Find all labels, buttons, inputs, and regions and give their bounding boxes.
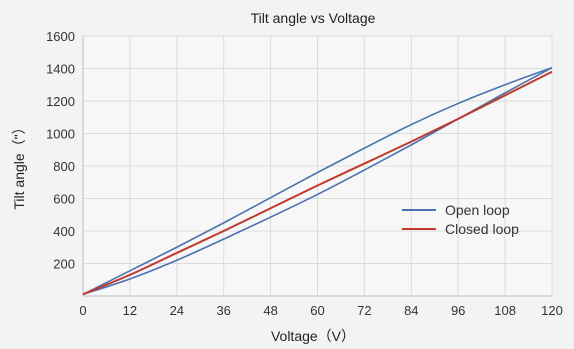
grid-lines: [83, 35, 553, 296]
x-tick-label: 24: [170, 303, 184, 318]
y-tick-label: 400: [53, 224, 75, 239]
y-tick-label: 1600: [46, 29, 75, 44]
series-line-0: [82, 66, 553, 296]
legend-label: Closed loop: [445, 221, 519, 237]
y-tick-label: 1000: [46, 127, 75, 142]
x-axis-label: Voltage（V）: [271, 328, 355, 344]
y-tick-label: 600: [53, 192, 75, 207]
x-tick-label: 84: [404, 303, 418, 318]
y-tick-label: 1400: [46, 62, 75, 77]
y-tick-label: 1200: [46, 94, 75, 109]
x-tick-label: 12: [123, 303, 137, 318]
x-tick-label: 96: [451, 303, 465, 318]
x-tick-label: 48: [263, 303, 277, 318]
x-tick-label: 36: [216, 303, 230, 318]
x-tick-label: 0: [79, 303, 86, 318]
legend-label: Open loop: [445, 202, 510, 218]
x-tick-label: 108: [494, 303, 516, 318]
series-line-2: [82, 70, 553, 296]
y-axis-label: Tilt angle（"）: [11, 120, 27, 209]
x-tick-label: 120: [541, 303, 563, 318]
series-lines: [82, 66, 553, 296]
x-tick-label: 72: [357, 303, 371, 318]
y-tick-label: 200: [53, 257, 75, 272]
x-tick-label: 60: [310, 303, 324, 318]
legend: Open loop Closed loop: [402, 202, 519, 237]
chart-title: Tilt angle vs Voltage: [251, 10, 376, 26]
y-tick-label: 800: [53, 159, 75, 174]
axes: 200 400 600 800 1000 1200 1400 1600 0 12 24 36 48 60 7…: [46, 29, 563, 318]
